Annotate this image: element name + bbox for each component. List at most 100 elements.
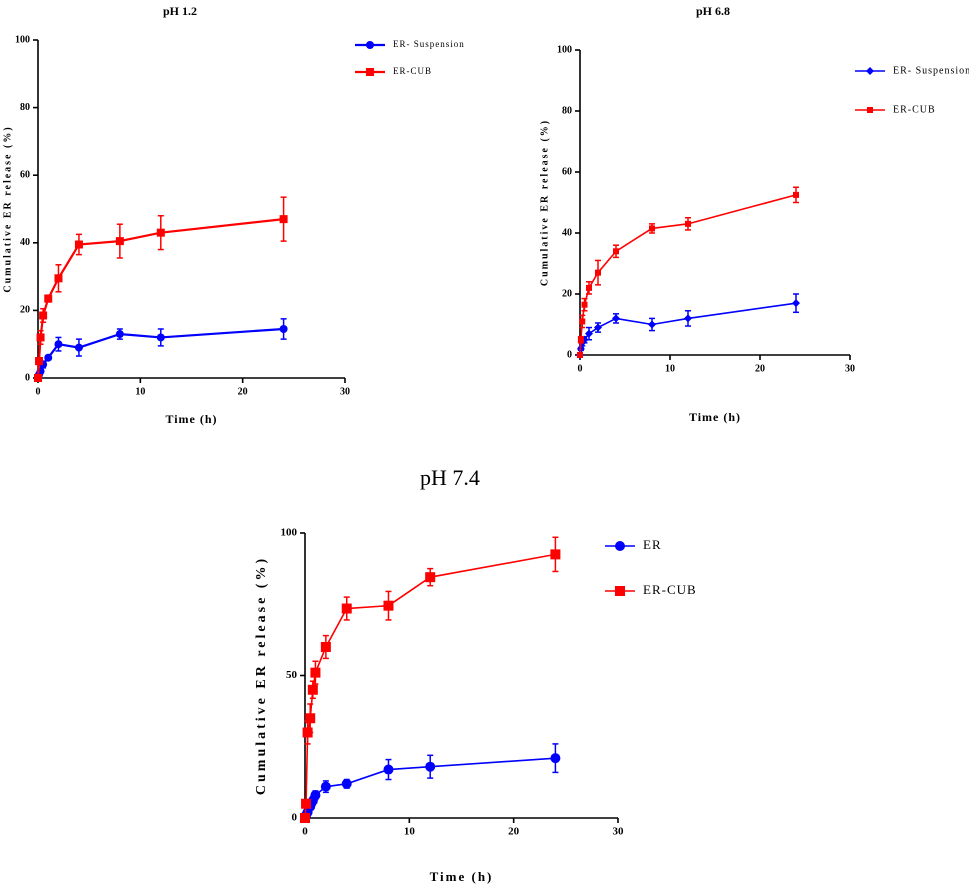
marker (301, 798, 312, 809)
marker (341, 603, 352, 614)
marker (581, 301, 588, 308)
marker (684, 314, 692, 323)
marker (613, 248, 619, 255)
x-axis-label: Time (h) (430, 869, 494, 884)
marker (279, 215, 288, 224)
marker (585, 329, 593, 338)
marker (307, 684, 318, 695)
marker (792, 299, 800, 308)
marker (300, 813, 310, 823)
chart-title: pH 6.8 (696, 4, 730, 18)
marker (648, 320, 656, 329)
marker (156, 228, 165, 237)
marker (54, 274, 63, 283)
x-tick-label: 30 (340, 386, 350, 397)
marker (550, 753, 561, 764)
marker (54, 340, 63, 349)
marker (866, 67, 874, 75)
marker (425, 572, 436, 583)
marker (615, 541, 625, 551)
y-axis-label: Cumulative ER release (%) (2, 125, 13, 292)
marker (586, 284, 592, 291)
marker (867, 107, 873, 113)
legend-label: ER-CUB (643, 582, 697, 597)
marker (310, 790, 321, 801)
y-tick-label: 0 (292, 812, 298, 824)
y-tick-label: 60 (20, 169, 30, 180)
legend-label: ER- Suspension (893, 65, 969, 76)
marker (383, 600, 394, 611)
y-tick-label: 40 (20, 237, 30, 248)
chart-panel: pH 7.4 0 10 20 30 0 50 100 Time (h) Cumulative ER… (254, 465, 697, 884)
x-tick-label: 0 (36, 386, 41, 397)
marker (579, 318, 586, 325)
y-axis-label: Cumulative ER release (%) (539, 119, 550, 286)
y-axis-label: Cumulative ER release (%) (254, 556, 269, 795)
y-tick-label: 20 (562, 288, 572, 299)
marker (74, 343, 83, 352)
y-tick-label: 40 (562, 227, 572, 238)
y-tick-label: 20 (20, 305, 30, 316)
legend-label: ER-CUB (893, 104, 936, 115)
marker (36, 333, 45, 342)
marker (366, 68, 374, 76)
chart-title: pH 7.4 (420, 465, 480, 490)
x-tick-label: 20 (508, 826, 520, 838)
marker (366, 41, 374, 49)
x-tick-label: 0 (578, 363, 583, 374)
marker (595, 269, 601, 276)
marker (383, 764, 394, 775)
x-axis-label: Time (h) (165, 412, 217, 426)
marker (649, 225, 655, 232)
marker (612, 314, 620, 323)
marker (279, 324, 288, 333)
marker (425, 761, 436, 772)
legend-label: ER (643, 537, 662, 552)
marker (594, 323, 602, 332)
marker (34, 374, 42, 382)
marker (320, 642, 331, 652)
marker (577, 336, 584, 343)
y-tick-label: 100 (557, 44, 572, 55)
x-tick-label: 30 (613, 826, 625, 838)
marker (115, 330, 124, 339)
y-tick-label: 100 (15, 34, 30, 45)
marker (615, 586, 625, 596)
y-tick-label: 0 (567, 349, 572, 360)
marker (341, 778, 352, 789)
chart-panel: pH 6.8 0 10 20 30 0 20 40 60 80 100 Time (h) Cumulat… (539, 4, 969, 424)
legend-label: ER- Suspension (393, 39, 465, 49)
x-axis-label: Time (h) (689, 410, 741, 424)
marker (156, 333, 165, 342)
y-tick-label: 100 (281, 527, 298, 539)
marker (793, 191, 799, 198)
marker (44, 353, 53, 362)
marker (577, 352, 583, 358)
marker (115, 237, 124, 246)
x-tick-label: 30 (845, 363, 855, 374)
marker (685, 220, 691, 227)
marker (320, 781, 331, 792)
y-tick-label: 60 (562, 166, 572, 177)
x-tick-label: 10 (404, 826, 416, 838)
x-tick-label: 0 (302, 826, 308, 838)
y-tick-label: 80 (20, 102, 30, 113)
series-line (579, 194, 797, 356)
marker (44, 294, 53, 303)
chart-title: pH 1.2 (163, 4, 197, 18)
legend-label: ER-CUB (393, 66, 432, 76)
x-tick-label: 10 (665, 363, 675, 374)
chart-panel: pH 1.2 0 10 20 30 0 20 40 60 80 100 Time (h) Cumulat… (2, 4, 465, 426)
marker (305, 713, 316, 724)
marker (35, 357, 44, 366)
y-tick-label: 50 (286, 669, 298, 681)
marker (310, 667, 321, 678)
x-tick-label: 20 (238, 386, 248, 397)
marker (550, 549, 561, 560)
x-tick-label: 20 (755, 363, 765, 374)
series-line (36, 218, 284, 379)
y-tick-label: 80 (562, 105, 572, 116)
marker (39, 311, 48, 320)
x-tick-label: 10 (135, 386, 145, 397)
